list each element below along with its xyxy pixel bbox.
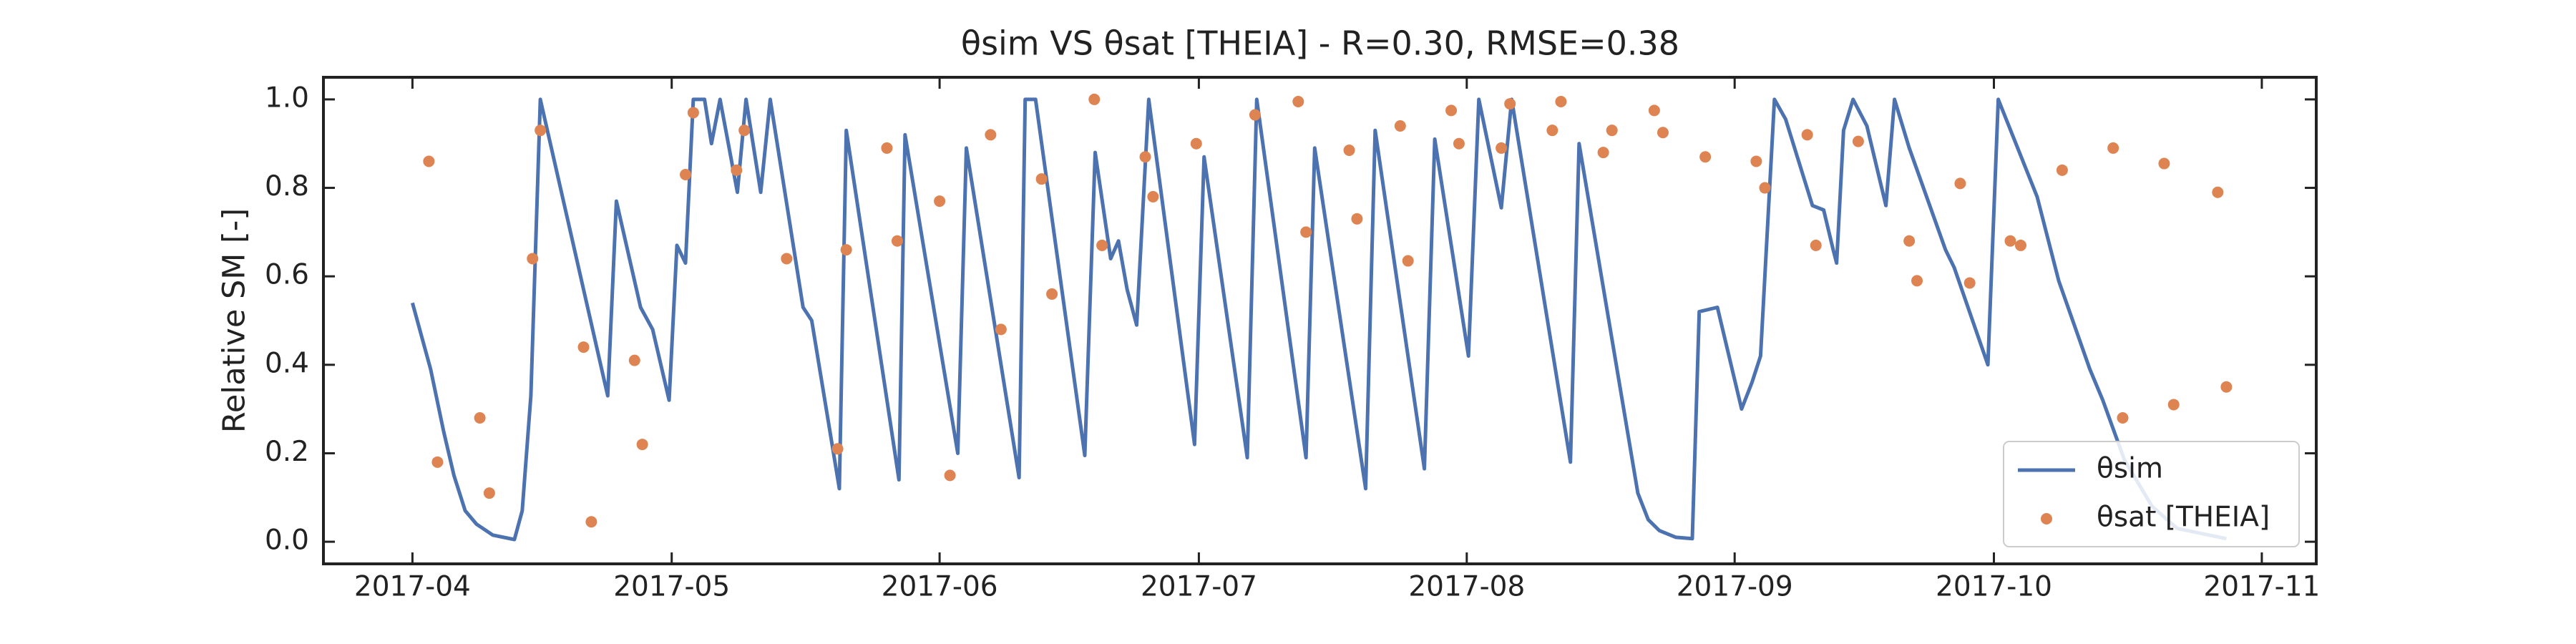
sat-point: [881, 142, 893, 154]
sat-point: [1648, 104, 1660, 117]
sat-point: [1046, 288, 1058, 300]
sat-point: [1810, 239, 1822, 251]
y-axis-label: Relative SM [-]: [217, 208, 253, 433]
x-tick-label: 2017-10: [1936, 571, 2052, 603]
legend-label: θsim: [2097, 453, 2163, 485]
sat-point: [1292, 96, 1304, 107]
sat-point: [831, 443, 844, 455]
chart-title: θsim VS θsat [THEIA] - R=0.30, RMSE=0.38: [961, 24, 1679, 63]
sat-point: [1954, 177, 1966, 190]
legend-label: θsat [THEIA]: [2097, 502, 2270, 534]
y-tick-label: 0.4: [265, 347, 309, 379]
sat-point: [1759, 182, 1771, 194]
y-tick-label: 0.2: [265, 436, 309, 468]
sat-point: [423, 155, 435, 167]
sat-point: [628, 354, 640, 366]
sat-point: [1147, 190, 1159, 203]
sat-point: [731, 164, 743, 176]
legend-marker: [2041, 513, 2052, 525]
x-tick-label: 2017-07: [1141, 571, 1257, 603]
sat-point: [1963, 277, 1976, 289]
sat-point: [1088, 93, 1101, 105]
sat-point: [1351, 213, 1363, 225]
x-tick-label: 2017-04: [354, 571, 471, 603]
sat-point: [1402, 255, 1414, 267]
sat-point: [1453, 137, 1465, 150]
sat-point: [1035, 173, 1048, 185]
sat-point: [1445, 104, 1458, 117]
sat-point: [2014, 239, 2026, 251]
sat-point: [1139, 151, 1151, 163]
sat-point: [1911, 275, 1923, 287]
sat-point: [2107, 142, 2119, 154]
sat-point: [585, 516, 597, 528]
sat-point: [1903, 235, 1916, 247]
sat-point: [1394, 120, 1406, 132]
legend-box: [2003, 441, 2300, 547]
sat-point: [995, 323, 1007, 336]
x-tick-label: 2017-05: [613, 571, 730, 603]
y-tick-label: 1.0: [265, 82, 309, 114]
sat-point: [1249, 109, 1261, 121]
sat-point: [1546, 125, 1558, 137]
sat-point: [781, 253, 793, 265]
sat-point: [2117, 412, 2129, 424]
sat-point: [934, 195, 946, 208]
sat-point: [1190, 137, 1202, 150]
sat-point: [577, 341, 590, 353]
sat-point: [1343, 145, 1355, 156]
sat-point: [944, 469, 956, 482]
sat-point: [1496, 142, 1508, 154]
sat-point: [474, 412, 486, 424]
sat-point: [1597, 147, 1609, 159]
sat-point: [1555, 96, 1567, 107]
sat-point: [985, 129, 997, 141]
sat-point: [2220, 381, 2233, 393]
x-tick-label: 2017-11: [2203, 571, 2320, 603]
sat-point: [1852, 135, 1864, 147]
sat-point: [1300, 226, 1312, 238]
sat-point: [680, 169, 692, 180]
sat-point: [431, 456, 444, 468]
sat-point: [2004, 235, 2016, 247]
sat-point: [483, 487, 495, 499]
sim-line: [410, 97, 2227, 542]
y-tick-label: 0.8: [265, 170, 309, 203]
y-tick-label: 0.0: [265, 525, 309, 557]
sat-point: [891, 235, 903, 247]
sat-point: [636, 439, 648, 451]
sat-point: [1606, 125, 1618, 137]
sat-point: [1096, 239, 1108, 251]
y-tick-label: 0.6: [265, 259, 309, 291]
sat-point: [738, 125, 751, 137]
x-tick-label: 2017-09: [1677, 571, 1793, 603]
sat-point: [840, 244, 852, 256]
sat-point: [2056, 164, 2068, 176]
sat-point: [1750, 155, 1762, 167]
sat-point: [527, 253, 539, 265]
sat-point: [1801, 129, 1813, 141]
sat-point: [2158, 157, 2170, 170]
sat-point: [687, 107, 699, 119]
sat-point: [1504, 98, 1516, 110]
sat-point: [535, 125, 547, 137]
sat-point: [1657, 127, 1669, 139]
plot-frame: [322, 76, 2318, 565]
sat-point: [2212, 186, 2224, 198]
x-tick-label: 2017-08: [1408, 571, 1525, 603]
sat-point: [2167, 399, 2180, 411]
sat-point: [1699, 151, 1712, 163]
x-tick-label: 2017-06: [882, 571, 998, 603]
